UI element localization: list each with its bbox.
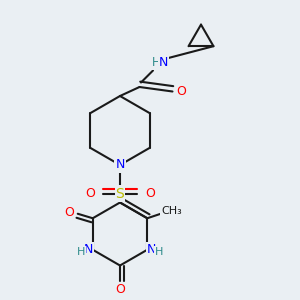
Text: H: H — [76, 247, 85, 257]
Text: N: N — [159, 56, 168, 70]
Text: O: O — [115, 283, 125, 296]
Text: N: N — [115, 158, 125, 172]
Text: N: N — [147, 243, 157, 256]
Text: H: H — [154, 247, 163, 257]
Text: O: O — [64, 206, 74, 219]
Text: S: S — [116, 187, 124, 200]
Text: O: O — [145, 187, 155, 200]
Text: CH₃: CH₃ — [161, 206, 182, 216]
Text: O: O — [85, 187, 95, 200]
Text: N: N — [83, 243, 93, 256]
Text: H: H — [152, 56, 160, 70]
Text: O: O — [177, 85, 186, 98]
